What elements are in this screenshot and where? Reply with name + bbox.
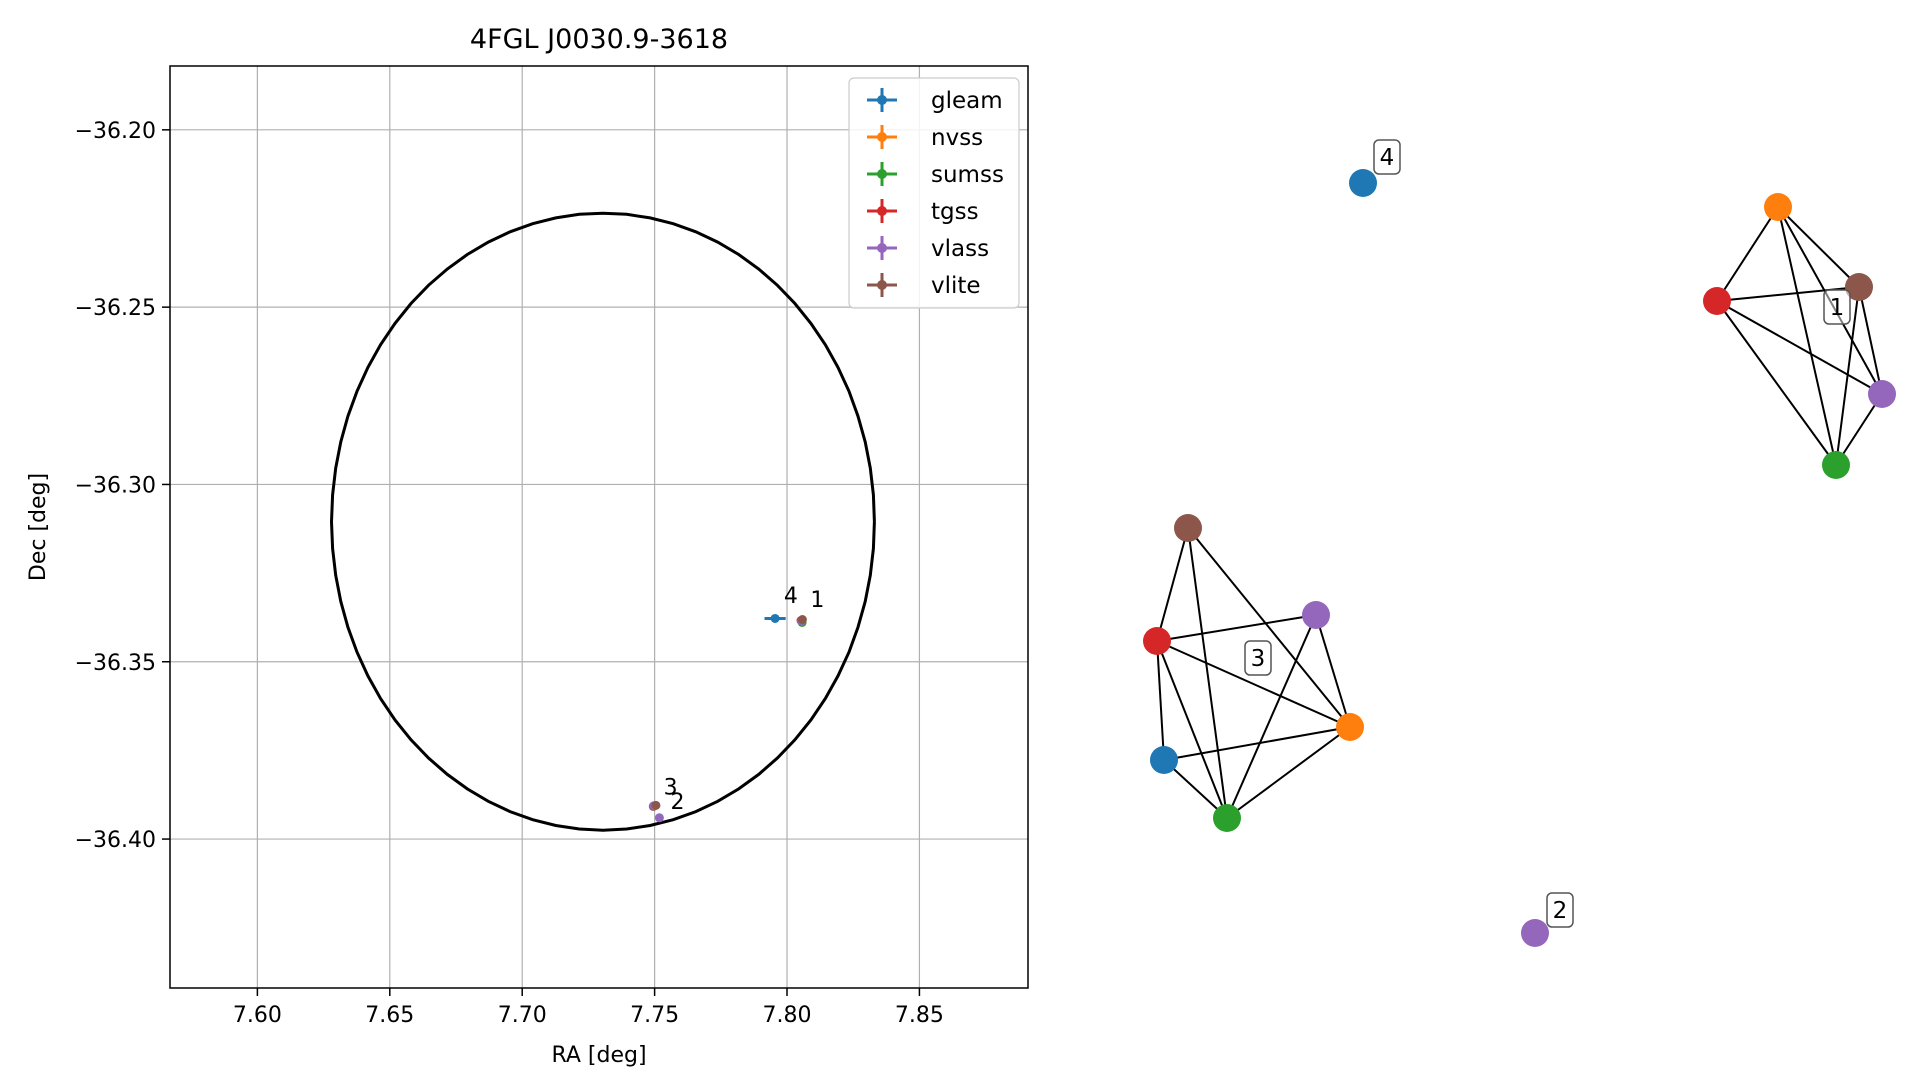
legend-label: sumss [931,162,1004,188]
legend-entry-nvss: nvss [867,125,983,151]
point-gleam [764,613,786,623]
axis-ticks: 7.60 7.65 7.70 7.75 7.80 7.85 −36.20 −36.25 −36.… [75,119,944,1028]
legend: gleam nvss sumss tgss vlass vlite [848,77,1020,309]
y-tick-label: −36.20 [75,119,156,144]
graph-node-g1-sumss [1822,451,1850,479]
x-tick-label: 7.80 [763,1003,812,1028]
group-label-3: 3 [1244,640,1272,676]
point-vlass [654,813,664,823]
graph-edge [1156,614,1317,642]
graph-edge [1835,286,1860,466]
uncertainty-ellipse [329,211,876,832]
graph-edge [1187,527,1351,728]
graph-node-g1-tgss [1703,287,1731,315]
graph-node-g1-nvss [1764,193,1792,221]
x-tick-label: 7.70 [498,1003,547,1028]
graph-node-g3-gleam [1150,746,1178,774]
graph-edge [1716,300,1837,466]
x-tick-label: 7.85 [895,1003,944,1028]
svg-text:3: 3 [1251,646,1266,672]
graph-edge [1315,614,1351,728]
group-label-4: 4 [1373,139,1401,175]
point-vlite [651,800,661,810]
graph-node-g1-vlass [1868,380,1896,408]
graph-edge [1156,640,1165,761]
graph-panel: 1 3 4 2 [1143,139,1896,947]
svg-text:2: 2 [1553,898,1568,924]
group-label-1: 1 [1823,289,1851,325]
group-label-2: 2 [1546,892,1574,928]
legend-entry-vlass: vlass [867,236,989,262]
svg-text:4: 4 [1380,145,1395,171]
graph-group-labels: 1 3 4 2 [1244,139,1851,928]
graph-edge [1163,759,1228,819]
graph-node-g2-vlass [1521,919,1549,947]
legend-label: gleam [931,88,1003,114]
scatter-panel: 4 1 32 7.60 7.65 7.70 7.75 7.80 7.85 −36.20 −36.2… [26,24,1029,1068]
graph-edge [1716,206,1779,302]
y-tick-label: −36.40 [75,828,156,853]
legend-entry-vlite: vlite [867,273,981,299]
legend-entry-sumss: sumss [867,162,1004,188]
graph-edge [1163,726,1351,761]
legend-label: tgss [931,199,979,225]
x-tick-label: 7.75 [630,1003,679,1028]
graph-node-g3-vlass [1302,601,1330,629]
graph-node-g1-vlite [1845,273,1873,301]
graph-edge [1226,726,1351,819]
graph-edge [1835,393,1883,466]
y-tick-label: −36.35 [75,651,156,676]
data-points [648,613,807,823]
graph-edge [1226,614,1317,819]
annotation-4: 4 [784,584,798,609]
legend-entry-gleam: gleam [867,88,1003,114]
annotation-3: 3 [664,776,678,801]
y-tick-label: −36.25 [75,296,156,321]
x-tick-label: 7.60 [233,1003,282,1028]
legend-label: vlite [931,273,981,299]
y-tick-label: −36.30 [75,473,156,498]
graph-node-g4-gleam [1349,169,1377,197]
chart-title: 4FGL J0030.9-3618 [470,24,728,55]
x-tick-label: 7.65 [365,1003,414,1028]
legend-label: nvss [931,125,983,151]
grid [170,66,1028,988]
graph-edge [1858,286,1883,395]
graph-edge [1716,300,1883,395]
legend-label: vlass [931,236,989,262]
graph-edges [1156,206,1883,819]
annotation-2: 2 [671,790,685,815]
graph-edge [1777,206,1860,288]
point-annotations: 4 1 32 [664,584,825,815]
x-axis-label: RA [deg] [551,1043,646,1068]
annotation-1: 1 [810,588,824,613]
graph-node-g3-sumss [1213,804,1241,832]
graph-node-g3-tgss [1143,627,1171,655]
localization-ellipse [329,211,876,832]
graph-node-g3-vlite [1174,514,1202,542]
graph-nodes [1143,169,1896,947]
graph-node-g3-nvss [1336,713,1364,741]
graph-edge [1156,640,1228,819]
legend-entry-tgss: tgss [867,199,979,225]
plot-frame [169,65,1029,989]
svg-text:1: 1 [1830,295,1845,321]
graph-edge [1156,527,1189,642]
graph-edge [1156,640,1351,728]
y-axis-label: Dec [deg] [26,473,51,581]
graph-edge [1777,206,1837,466]
graph-edge [1187,527,1228,819]
point-vlite [797,615,807,625]
